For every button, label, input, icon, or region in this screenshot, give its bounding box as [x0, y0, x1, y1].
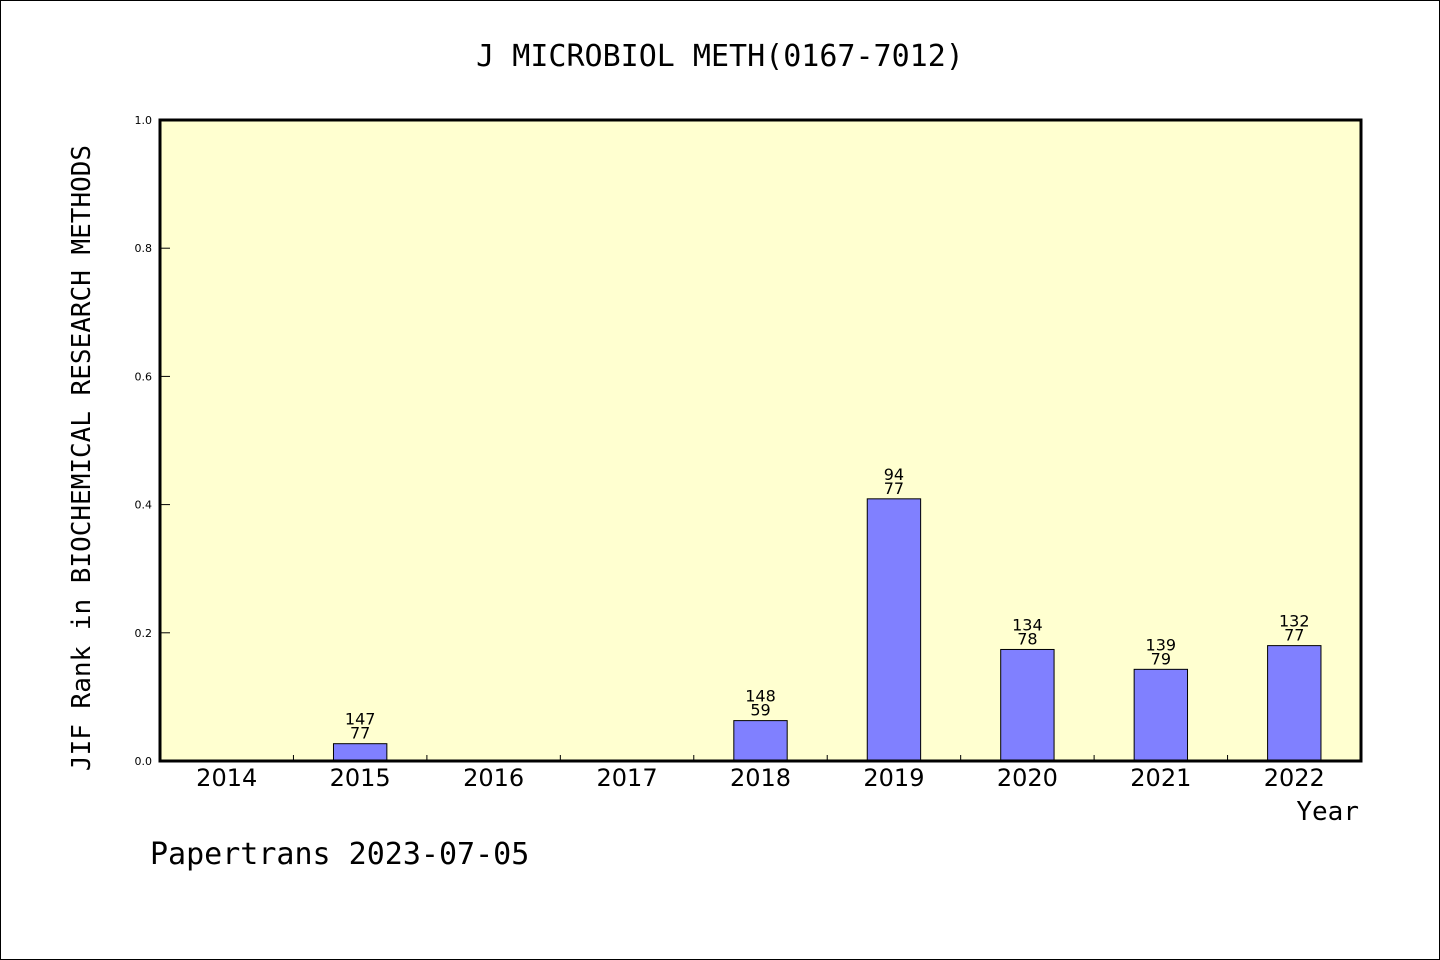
x-tick-label: 2017 — [597, 764, 658, 792]
bar-label-total: 59 — [750, 701, 770, 720]
bar-label-rank: 94 — [884, 465, 904, 484]
bar-label-rank: 148 — [745, 687, 776, 706]
x-tick-label: 2014 — [196, 764, 257, 792]
y-axis-ticks: 0.0 0.2 0.4 0.6 0.8 1.0 — [135, 114, 170, 768]
bar-2022 — [1267, 645, 1322, 762]
bar-label-total: 79 — [1151, 649, 1171, 668]
plot-border — [158, 118, 1363, 763]
x-tick-label: 2016 — [463, 764, 524, 792]
bars-layer — [332, 498, 1322, 762]
bar-2015 — [332, 743, 388, 762]
x-tick-label: 2021 — [1130, 764, 1191, 792]
chart-title: J MICROBIOL METH(0167-7012) — [476, 39, 964, 74]
bar-label-rank: 147 — [345, 710, 376, 729]
bar-2020 — [1000, 648, 1055, 762]
y-tick-label: 0.0 — [135, 755, 153, 768]
bar-label-total: 78 — [1017, 629, 1037, 648]
plot-area — [160, 120, 1361, 761]
bar-2021 — [1133, 668, 1189, 762]
y-tick-label: 1.0 — [135, 114, 153, 127]
bar-label-rank: 134 — [1012, 615, 1043, 634]
bar-label-rank: 139 — [1146, 635, 1177, 654]
bar-2019 — [866, 498, 922, 762]
bar-label-total: 77 — [884, 479, 904, 498]
bar-2018 — [733, 720, 788, 762]
y-tick-label: 0.4 — [135, 499, 153, 512]
x-tick-label: 2015 — [330, 764, 391, 792]
bar-label-total: 77 — [350, 724, 370, 743]
y-tick-label: 0.8 — [135, 242, 153, 255]
x-tick-label: 2018 — [730, 764, 791, 792]
bar-label-total: 77 — [1284, 626, 1304, 645]
x-tick-label: 2022 — [1264, 764, 1325, 792]
x-axis-label: Year — [1296, 797, 1359, 827]
bar-label-rank: 132 — [1279, 612, 1310, 631]
y-axis-label: JIF Rank in BIOCHEMICAL RESEARCH METHODS — [67, 145, 97, 771]
x-tick-label: 2019 — [863, 764, 924, 792]
y-tick-label: 0.2 — [135, 627, 153, 640]
x-axis-ticks: 2014 2015 2016 2017 2018 2019 2020 2021 2022 — [196, 755, 1325, 792]
y-tick-label: 0.6 — [135, 370, 153, 383]
footer-text: Papertrans 2023-07-05 — [150, 837, 529, 872]
x-tick-label: 2020 — [997, 764, 1058, 792]
